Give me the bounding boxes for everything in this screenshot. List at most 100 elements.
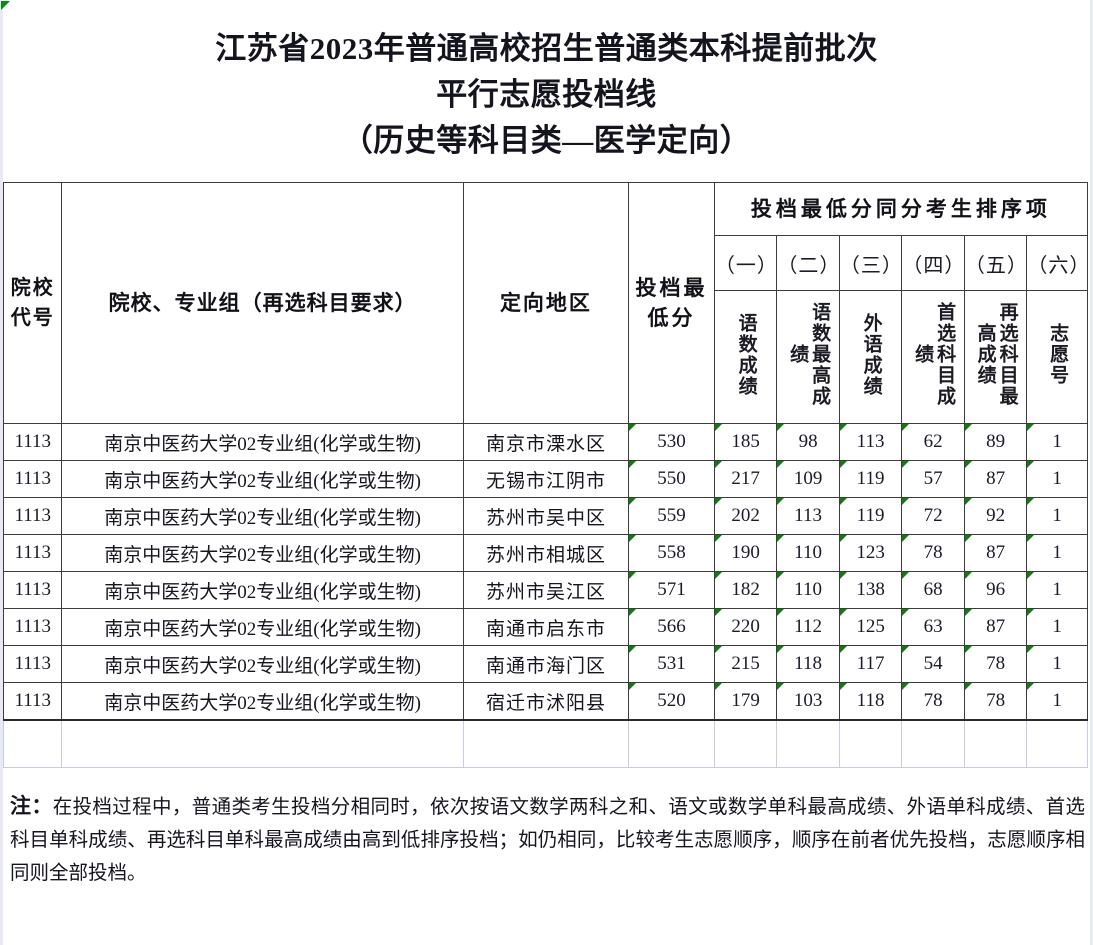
cell-tiebreak-5: 92 — [963, 497, 1028, 535]
footer-note: 注：在投档过程中，普通类考生投档分相同时，依次按语文数学两科之和、语文或数学单科… — [10, 790, 1085, 890]
cell-tiebreak-5: 87 — [963, 608, 1028, 646]
cell-tiebreak-4: 68 — [901, 571, 965, 609]
cell-tiebreak-2: 110 — [776, 534, 840, 572]
cell-region: 无锡市江阴市 — [462, 460, 630, 498]
header-tiebreak-group: 投档最低分同分考生排序项 — [713, 182, 1089, 236]
header-rank-label-5-text: 再选科目最高成绩 — [974, 302, 1018, 407]
cell-tiebreak-3: 119 — [838, 497, 903, 535]
cell-tiebreak-1: 217 — [713, 460, 778, 498]
cell-tiebreak-6: 1 — [1026, 534, 1088, 572]
cell-region: 宿迁市沭阳县 — [462, 682, 630, 721]
blank-cell — [776, 719, 840, 768]
header-region-label: 定向地区 — [499, 291, 592, 315]
cell-tiebreak-2: 112 — [776, 608, 840, 646]
cell-tiebreak-3: 125 — [838, 608, 903, 646]
cell-min-score: 530 — [628, 423, 715, 461]
cell-tiebreak-2: 113 — [776, 497, 840, 535]
cell-tiebreak-6: 1 — [1026, 571, 1088, 609]
cell-tiebreak-5: 78 — [963, 682, 1028, 721]
cell-region: 苏州市相城区 — [462, 534, 630, 572]
cell-school-code: 1113 — [2, 645, 63, 683]
cell-tiebreak-5: 96 — [963, 571, 1028, 609]
cell-tiebreak-3: 119 — [838, 460, 903, 498]
table-row: 1113 南京中医药大学02专业组(化学或生物) 无锡市江阴市 550 217 109 11… — [2, 460, 1088, 498]
header-rank-label-6-text: 志愿号 — [1047, 323, 1069, 386]
header-rank-label-1: 语数成绩 — [713, 290, 778, 424]
cell-school-code: 1113 — [2, 571, 63, 609]
header-school-major-group: 院校、专业组（再选科目要求） — [61, 182, 464, 424]
cell-min-score: 520 — [628, 682, 715, 721]
cell-school-name: 南京中医药大学02专业组(化学或生物) — [61, 460, 464, 498]
cell-tiebreak-1: 215 — [713, 645, 778, 683]
cell-school-name: 南京中医药大学02专业组(化学或生物) — [61, 497, 464, 535]
header-rank-4: （四） — [901, 235, 965, 291]
cell-tiebreak-6: 1 — [1026, 460, 1088, 498]
cell-tiebreak-6: 1 — [1026, 423, 1088, 461]
cell-tiebreak-6: 1 — [1026, 497, 1088, 535]
cell-tiebreak-6: 1 — [1026, 608, 1088, 646]
cell-tiebreak-2: 103 — [776, 682, 840, 721]
blank-cell — [628, 719, 715, 768]
cell-school-code: 1113 — [2, 534, 63, 572]
cell-tiebreak-3: 118 — [838, 682, 903, 721]
cell-school-code: 1113 — [2, 423, 63, 461]
cell-tiebreak-6: 1 — [1026, 682, 1088, 721]
footer-note-prefix: 注： — [10, 794, 53, 818]
table-row: 1113 南京中医药大学02专业组(化学或生物) 宿迁市沭阳县 520 179 103 11… — [2, 682, 1088, 721]
title-line-1: 江苏省2023年普通高校招生普通类本科提前批次 — [215, 31, 878, 66]
blank-cell — [462, 719, 630, 768]
cell-min-score: 566 — [628, 608, 715, 646]
score-table-container: 院校代号 院校、专业组（再选科目要求） 定向地区 投档最低分 投档最低分同分考生… — [2, 182, 1090, 768]
cell-tiebreak-4: 54 — [901, 645, 965, 683]
cell-tiebreak-3: 113 — [838, 423, 903, 461]
table-blank-row — [2, 719, 1088, 768]
cell-school-name: 南京中医药大学02专业组(化学或生物) — [61, 682, 464, 721]
cell-tiebreak-2: 118 — [776, 645, 840, 683]
admission-score-table: 院校代号 院校、专业组（再选科目要求） 定向地区 投档最低分 投档最低分同分考生… — [2, 182, 1089, 768]
cell-min-score: 571 — [628, 571, 715, 609]
blank-cell — [901, 719, 965, 768]
cell-region: 南京市溧水区 — [462, 423, 630, 461]
header-tiebreak-group-label: 投档最低分同分考生排序项 — [750, 197, 1051, 221]
header-school-code-label: 院校代号 — [10, 277, 55, 329]
cell-tiebreak-1: 220 — [713, 608, 778, 646]
cell-school-code: 1113 — [2, 682, 63, 721]
cell-min-score: 559 — [628, 497, 715, 535]
header-rank-label-3: 外语成绩 — [838, 290, 903, 424]
header-min-score-label: 投档最低分 — [635, 276, 708, 330]
title-line-3: （历史等科目类—医学定向） — [341, 123, 752, 158]
header-school-major-group-label: 院校、专业组（再选科目要求） — [108, 291, 417, 315]
blank-cell — [2, 719, 63, 768]
header-rank-label-4-text: 首选科目成绩 — [912, 302, 956, 407]
header-row-labels: 语数成绩 语数最高成绩 外语成绩 首选科目成绩 再选科目最高成绩 志愿号 — [4, 290, 1088, 424]
cell-tiebreak-4: 78 — [901, 682, 965, 721]
blank-cell — [963, 719, 1028, 768]
cell-tiebreak-4: 63 — [901, 608, 965, 646]
header-rank-label-1-text: 语数成绩 — [735, 312, 757, 397]
header-rank-label-5: 再选科目最高成绩 — [963, 290, 1028, 424]
header-region: 定向地区 — [462, 182, 630, 424]
header-rank-label-6: 志愿号 — [1026, 290, 1088, 424]
cell-school-name: 南京中医药大学02专业组(化学或生物) — [61, 608, 464, 646]
cell-min-score: 550 — [628, 460, 715, 498]
cell-tiebreak-4: 62 — [901, 423, 965, 461]
blank-cell — [713, 719, 778, 768]
cell-tiebreak-1: 182 — [713, 571, 778, 609]
cell-school-name: 南京中医药大学02专业组(化学或生物) — [61, 534, 464, 572]
cell-tiebreak-4: 57 — [901, 460, 965, 498]
header-rank-2: （二） — [776, 235, 840, 291]
table-head: 院校代号 院校、专业组（再选科目要求） 定向地区 投档最低分 投档最低分同分考生… — [2, 182, 1089, 424]
cell-tiebreak-3: 123 — [838, 534, 903, 572]
cell-tiebreak-3: 117 — [838, 645, 903, 683]
header-rank-label-4: 首选科目成绩 — [901, 290, 965, 424]
cell-region: 南通市启东市 — [462, 608, 630, 646]
header-rank-5: （五） — [963, 235, 1028, 291]
table-row: 1113 南京中医药大学02专业组(化学或生物) 苏州市吴中区 559 202 113 11… — [2, 497, 1088, 535]
cell-tiebreak-5: 87 — [963, 534, 1028, 572]
header-rank-1: （一） — [713, 235, 778, 291]
cell-min-score: 558 — [628, 534, 715, 572]
cell-tiebreak-1: 190 — [713, 534, 778, 572]
header-min-score: 投档最低分 — [628, 182, 715, 424]
cell-tiebreak-2: 110 — [776, 571, 840, 609]
cell-tiebreak-5: 89 — [963, 423, 1028, 461]
